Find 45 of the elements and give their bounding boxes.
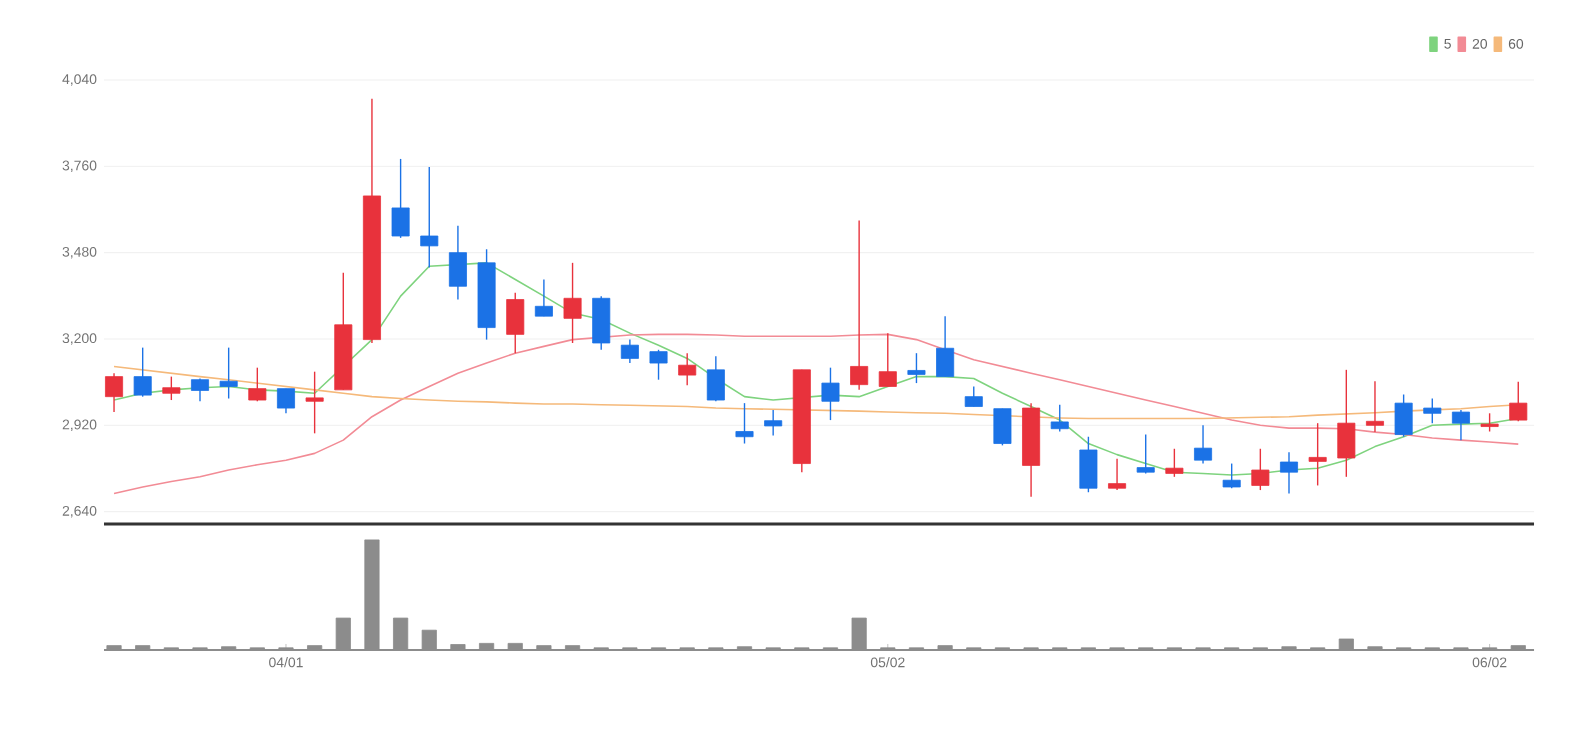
- candlestick: [219, 346, 238, 400]
- candlestick: [764, 409, 783, 437]
- candlestick: [305, 370, 324, 435]
- candlestick: [1136, 433, 1155, 475]
- candlestick: [878, 332, 897, 388]
- candlestick: [1165, 448, 1184, 478]
- candlestick: [1280, 451, 1298, 495]
- candlestick: [678, 352, 697, 386]
- candlestick: [907, 352, 926, 384]
- candlestick: [1365, 380, 1384, 433]
- candlestick: [448, 225, 467, 301]
- candlestick: [1222, 462, 1241, 489]
- candlestick: [391, 158, 410, 239]
- candlestick: [162, 375, 181, 401]
- candlestick: [649, 349, 668, 381]
- candlestick: [105, 372, 124, 413]
- candlestick: [248, 366, 267, 402]
- candlestick: [1308, 422, 1327, 487]
- candlestick: [1451, 409, 1470, 441]
- candlestick: [534, 278, 553, 317]
- candlestick: [735, 402, 754, 445]
- candlestick: [1394, 393, 1413, 438]
- candlestick: [936, 315, 955, 378]
- candlestick: [1194, 424, 1213, 465]
- candlestick: [1480, 412, 1499, 433]
- candlestick: [1079, 436, 1098, 493]
- candlestick: [506, 292, 525, 354]
- candlestick: [1509, 381, 1528, 423]
- candlestick: [850, 219, 869, 391]
- candlestick: [563, 262, 582, 344]
- candlestick: [191, 377, 209, 402]
- candlestick: [1108, 457, 1127, 491]
- candlestick: [706, 355, 725, 402]
- candlestick: [420, 166, 439, 269]
- candlestick: [1423, 397, 1442, 424]
- candlestick: [821, 366, 840, 421]
- candlestick: [592, 295, 611, 351]
- candlestick: [276, 387, 295, 414]
- candlestick: [1251, 448, 1270, 491]
- candlestick: [620, 338, 639, 364]
- candlestick: [1050, 403, 1069, 433]
- candlestick: [993, 407, 1012, 447]
- candlestick: [964, 385, 983, 408]
- candlestick: [1337, 369, 1356, 478]
- candlestick: [133, 346, 152, 398]
